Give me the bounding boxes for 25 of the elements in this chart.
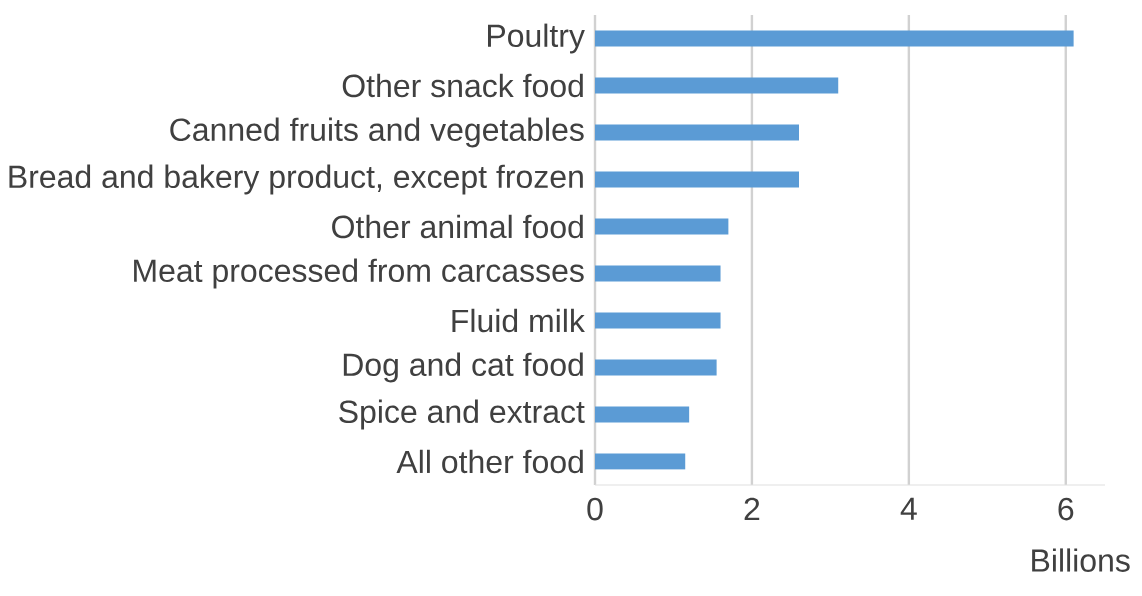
x-tick-label: 4 (900, 497, 917, 520)
y-tick-label: Meat processed from carcasses (134, 258, 584, 289)
bar (595, 30, 1074, 47)
bar (595, 218, 729, 235)
y-tick-label: Canned fruits and vegetables (170, 117, 584, 148)
bar (595, 406, 690, 423)
bar (595, 312, 721, 329)
bar (595, 453, 686, 470)
y-tick-label: Other snack food (342, 73, 583, 98)
y-tick-label: Dog and cat food (343, 352, 583, 383)
bar (595, 124, 799, 141)
y-tick-label: Bread and bakery product, except frozen (9, 164, 583, 195)
y-tick-label: All other food (396, 449, 583, 474)
x-tick-label: 2 (744, 497, 760, 521)
bar (595, 359, 717, 376)
y-tick-label: Spice and extract (339, 399, 585, 430)
x-axis-title: Billions (1032, 548, 1130, 572)
x-tick-label: 0 (587, 497, 603, 521)
x-tick-label: 6 (1058, 497, 1074, 521)
y-tick-label: Other animal food (332, 214, 583, 239)
bar (595, 171, 799, 188)
y-tick-label: Fluid milk (452, 308, 585, 333)
y-tick-label: Poultry (488, 23, 585, 54)
bar (595, 77, 839, 94)
bar (595, 265, 721, 282)
